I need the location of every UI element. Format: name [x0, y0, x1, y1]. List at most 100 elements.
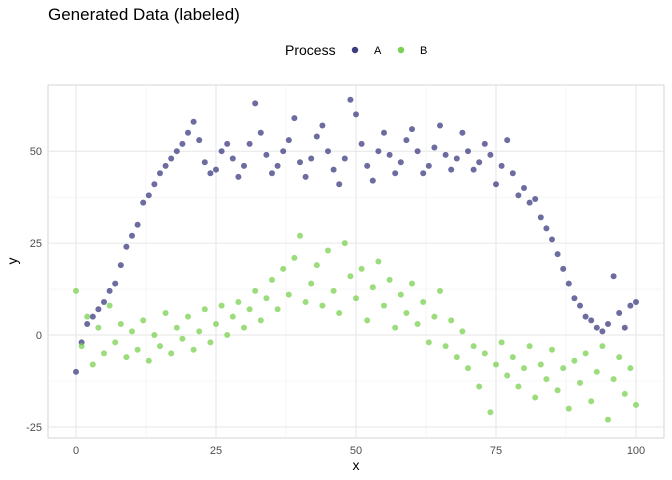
data-point-b [112, 339, 119, 346]
data-point-a [84, 321, 91, 328]
data-point-b [442, 343, 449, 350]
data-point-a [123, 243, 130, 250]
data-point-b [129, 328, 135, 335]
data-point-a [229, 155, 236, 162]
data-point-a [358, 140, 365, 147]
data-point-a [185, 129, 191, 136]
data-point-a [392, 170, 399, 177]
data-point-b [425, 339, 432, 346]
data-point-a [549, 236, 555, 243]
data-point-a [543, 225, 550, 232]
data-point-a [386, 151, 393, 158]
x-axis-title: x [353, 457, 360, 473]
data-point-a [347, 96, 354, 103]
legend-title: Process [285, 42, 336, 58]
y-axis-title: y [4, 258, 20, 265]
data-point-a [521, 184, 527, 191]
data-point-a [565, 280, 572, 287]
data-point-a [442, 151, 449, 158]
x-tick-label: 25 [210, 445, 222, 457]
data-point-a [470, 166, 477, 173]
data-point-b [465, 365, 471, 372]
data-point-b [565, 405, 572, 412]
data-point-a [313, 133, 320, 140]
data-point-a [560, 265, 567, 272]
data-point-b [89, 361, 96, 368]
data-point-b [633, 401, 639, 408]
data-point-a [369, 177, 376, 184]
data-point-b [229, 313, 236, 320]
data-point-a [157, 170, 163, 177]
data-point-a [145, 192, 152, 199]
data-point-b [621, 390, 628, 397]
data-point-b [386, 276, 393, 283]
x-tick-label: 0 [73, 445, 79, 457]
legend-key-b [397, 46, 405, 54]
data-point-b [196, 328, 203, 335]
y-tick-label: 25 [30, 238, 42, 250]
data-point-a [241, 162, 247, 169]
data-point-b [291, 254, 298, 261]
data-point-b [140, 317, 147, 324]
data-point-b [582, 350, 589, 357]
data-point-a [319, 122, 326, 129]
data-point-b [263, 295, 270, 302]
data-point-b [420, 298, 427, 305]
data-point-b [341, 240, 348, 247]
data-point-a [481, 140, 488, 147]
data-point-b [498, 339, 505, 346]
data-point-b [627, 365, 634, 372]
data-point-b [554, 387, 561, 394]
data-point-a [453, 155, 460, 162]
data-point-a [610, 273, 617, 280]
data-point-b [470, 343, 477, 350]
data-point-b [353, 295, 359, 302]
data-point-b [151, 332, 158, 339]
data-point-b [526, 343, 533, 350]
data-point-a [201, 159, 208, 166]
data-point-a [117, 262, 124, 269]
data-point-b [571, 357, 578, 364]
data-point-a [112, 280, 119, 287]
data-point-b [190, 346, 197, 353]
data-point-a [420, 170, 427, 177]
data-point-a [532, 195, 539, 202]
data-point-b [543, 376, 550, 383]
data-point-b [593, 368, 600, 375]
data-point-b [532, 394, 539, 401]
data-point-b [381, 302, 387, 309]
x-tick-label: 100 [627, 445, 645, 457]
data-point-b [325, 247, 331, 254]
data-point-a [526, 199, 533, 206]
data-point-b [537, 361, 544, 368]
data-point-b [313, 262, 320, 269]
data-point-a [437, 122, 443, 129]
data-point-a [633, 298, 639, 305]
data-point-b [207, 339, 214, 346]
data-point-b [134, 346, 141, 353]
data-point-a [627, 302, 634, 309]
data-point-a [207, 170, 214, 177]
data-point-b [448, 317, 455, 324]
data-point-a [101, 298, 107, 305]
data-point-b [515, 383, 522, 390]
data-point-b [453, 354, 460, 361]
data-point-a [476, 159, 483, 166]
legend: Process A B [285, 42, 427, 58]
data-point-a [89, 313, 96, 320]
data-point-a [554, 251, 561, 258]
data-point-a [425, 162, 432, 169]
data-point-b [414, 321, 421, 328]
legend-label-b: B [420, 45, 427, 57]
data-point-a [493, 181, 499, 188]
data-point-a [106, 287, 113, 294]
data-point-b [101, 350, 107, 357]
data-point-a [302, 173, 309, 180]
data-point-a [448, 166, 455, 173]
data-point-b [397, 291, 404, 298]
data-point-b [330, 287, 337, 294]
data-point-a [162, 162, 169, 169]
series-b-points [73, 232, 639, 423]
data-point-a [196, 137, 203, 144]
chart-title: Generated Data (labeled) [48, 5, 240, 24]
